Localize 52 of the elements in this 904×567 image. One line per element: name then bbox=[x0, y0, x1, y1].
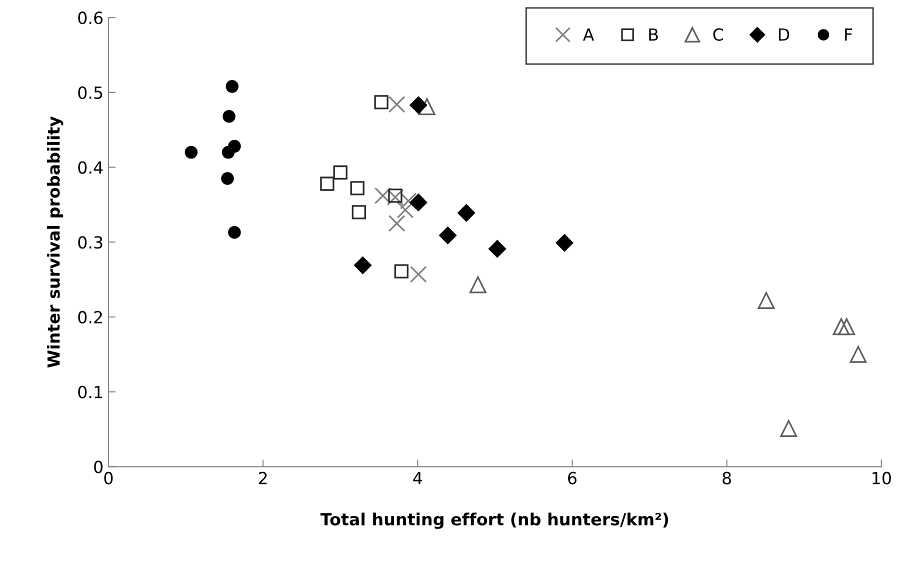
point bbox=[350, 181, 364, 196]
x-tick-label: 4 bbox=[413, 472, 422, 484]
point bbox=[439, 226, 456, 244]
y-axis-title: Winter survival probability bbox=[46, 116, 64, 368]
y-tick-label: 0.5 bbox=[78, 86, 102, 99]
point bbox=[388, 214, 406, 232]
point bbox=[354, 256, 372, 274]
point bbox=[488, 240, 506, 258]
point bbox=[221, 172, 234, 185]
point bbox=[388, 188, 402, 203]
legend-label: C bbox=[713, 28, 724, 41]
y-tick-label: 0.1 bbox=[78, 386, 102, 398]
x-axis-title: Total hunting effort (nb hunters/km²) bbox=[320, 512, 668, 529]
point bbox=[458, 204, 476, 222]
point bbox=[394, 264, 408, 278]
point bbox=[418, 98, 436, 116]
point bbox=[832, 318, 850, 336]
point bbox=[226, 80, 239, 93]
point bbox=[396, 201, 414, 218]
point bbox=[850, 346, 867, 363]
legend-label: D bbox=[778, 28, 790, 41]
point bbox=[222, 110, 236, 123]
y-tick-label: 0 bbox=[94, 460, 103, 474]
point bbox=[469, 276, 486, 294]
point bbox=[780, 420, 798, 437]
point bbox=[222, 146, 235, 159]
point bbox=[388, 96, 406, 113]
point bbox=[758, 292, 775, 309]
x-tick-label: 2 bbox=[258, 472, 267, 484]
point bbox=[374, 95, 388, 110]
point bbox=[410, 194, 428, 212]
y-tick-label: 0.2 bbox=[78, 310, 102, 324]
x-tick-label: 10 bbox=[872, 472, 891, 484]
point bbox=[320, 176, 334, 191]
y-tick-label: 0.3 bbox=[78, 236, 102, 249]
x-tick-label: 6 bbox=[568, 472, 576, 484]
point bbox=[333, 165, 348, 180]
x-tick-label: 8 bbox=[722, 472, 731, 484]
point bbox=[410, 266, 427, 283]
point bbox=[228, 226, 241, 239]
y-tick-label: 0.6 bbox=[78, 12, 103, 24]
point bbox=[556, 234, 574, 252]
point bbox=[184, 146, 198, 159]
point bbox=[410, 96, 428, 114]
legend-label: F bbox=[845, 28, 852, 41]
x-tick-label: 0 bbox=[104, 472, 113, 484]
legend-label: A bbox=[582, 28, 594, 41]
legend-label: B bbox=[649, 28, 658, 41]
y-tick-label: 0.4 bbox=[78, 161, 103, 174]
point bbox=[400, 192, 417, 210]
point bbox=[838, 318, 856, 336]
point bbox=[352, 205, 366, 220]
